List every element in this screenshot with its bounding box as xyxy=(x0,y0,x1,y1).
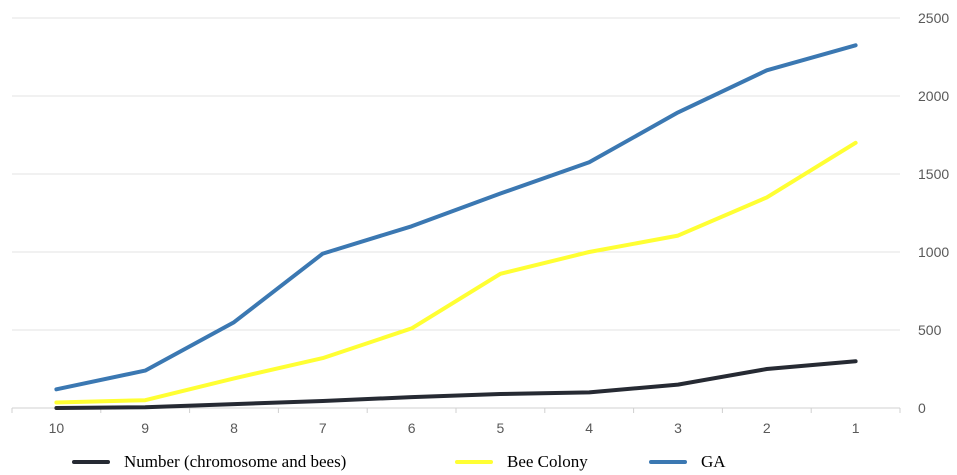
legend-swatch-ga xyxy=(649,460,687,464)
y-tick-label: 2000 xyxy=(918,88,949,104)
legend-label-number: Number (chromosome and bees) xyxy=(124,452,347,471)
gridlines xyxy=(12,17,900,331)
y-axis-tick-labels: 0 500 1000 1500 2000 2500 xyxy=(918,10,949,416)
legend: Number (chromosome and bees) Bee Colony … xyxy=(0,452,957,475)
legend-item-ga: GA xyxy=(649,452,726,472)
y-tick-label: 0 xyxy=(918,400,926,416)
x-tick-label: 7 xyxy=(319,420,327,436)
x-tick-label: 2 xyxy=(763,420,771,436)
x-tick-label: 3 xyxy=(674,420,682,436)
series-line-2 xyxy=(54,43,858,392)
legend-item-number: Number (chromosome and bees) xyxy=(72,452,346,472)
x-tick-label: 10 xyxy=(49,420,65,436)
x-tick-label: 9 xyxy=(141,420,149,436)
y-tick-label: 2500 xyxy=(918,10,949,26)
x-tick-label: 4 xyxy=(585,420,593,436)
y-tick-label: 500 xyxy=(918,322,942,338)
legend-label-bee-colony: Bee Colony xyxy=(507,452,588,471)
legend-swatch-number xyxy=(72,460,110,464)
x-tick-label: 1 xyxy=(852,420,860,436)
series-line-0 xyxy=(54,359,858,410)
legend-swatch-bee-colony xyxy=(455,460,493,464)
legend-item-bee-colony: Bee Colony xyxy=(455,452,588,472)
x-tick-label: 5 xyxy=(497,420,505,436)
x-tick-label: 8 xyxy=(230,420,238,436)
y-tick-label: 1500 xyxy=(918,166,949,182)
x-axis-tick-labels: 10 9 8 7 6 5 4 3 2 1 xyxy=(49,420,860,436)
series-line-1 xyxy=(54,140,858,405)
legend-label-ga: GA xyxy=(701,452,726,471)
series-lines xyxy=(54,43,858,410)
x-tick-label: 6 xyxy=(408,420,416,436)
y-tick-label: 1000 xyxy=(918,244,949,260)
